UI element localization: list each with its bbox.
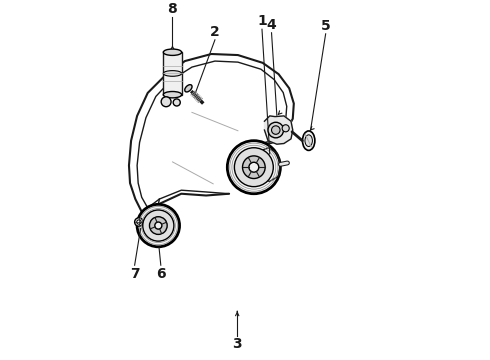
Circle shape [161, 97, 171, 107]
Circle shape [282, 125, 289, 132]
Text: 2: 2 [210, 25, 220, 39]
Text: 4: 4 [267, 18, 276, 32]
Bar [163, 52, 182, 95]
Circle shape [249, 162, 259, 172]
Text: 1: 1 [257, 14, 267, 28]
Circle shape [271, 126, 280, 134]
Text: 8: 8 [168, 2, 177, 16]
Circle shape [268, 122, 284, 138]
Circle shape [137, 204, 179, 247]
Circle shape [243, 156, 265, 179]
Ellipse shape [163, 71, 182, 76]
Ellipse shape [302, 131, 315, 150]
Circle shape [149, 217, 167, 234]
Circle shape [227, 141, 280, 194]
Ellipse shape [185, 85, 192, 92]
Circle shape [155, 222, 162, 229]
Polygon shape [265, 116, 293, 144]
Polygon shape [256, 148, 280, 181]
Text: 6: 6 [156, 267, 166, 281]
Circle shape [135, 218, 143, 226]
Text: 3: 3 [232, 337, 242, 351]
Circle shape [173, 99, 180, 106]
Ellipse shape [163, 91, 182, 98]
Ellipse shape [163, 49, 182, 55]
Text: 5: 5 [321, 19, 331, 33]
Circle shape [143, 210, 174, 241]
Text: 7: 7 [130, 267, 140, 281]
Ellipse shape [305, 135, 313, 147]
Circle shape [137, 220, 141, 224]
Circle shape [234, 148, 273, 186]
